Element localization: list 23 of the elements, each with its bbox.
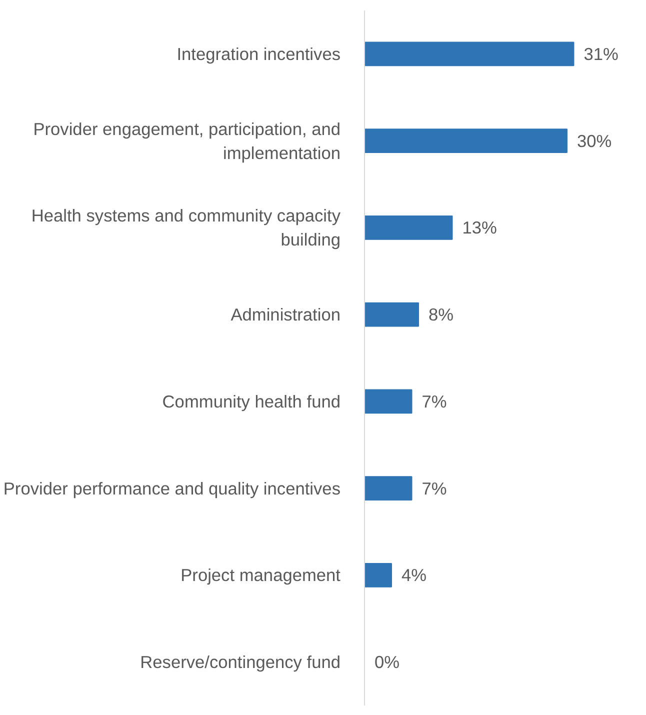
bar bbox=[364, 302, 419, 327]
y-tick-label: Integration incentives bbox=[176, 44, 341, 64]
bar bbox=[364, 215, 453, 240]
y-tick-label: Administration bbox=[230, 304, 341, 325]
bar bbox=[364, 42, 574, 66]
y-tick-label: Community health fund bbox=[162, 391, 341, 412]
data-label: 31% bbox=[584, 44, 618, 64]
bar bbox=[364, 562, 392, 588]
data-label: 4% bbox=[402, 565, 427, 586]
y-tick-label: Provider engagement, participation, and implementation bbox=[33, 118, 341, 163]
bar bbox=[364, 476, 412, 501]
data-label: 0% bbox=[374, 652, 400, 672]
y-tick-label: Reserve/contingency fund bbox=[140, 652, 341, 672]
data-label: 30% bbox=[576, 130, 612, 151]
data-label: 13% bbox=[462, 218, 497, 238]
data-label: 7% bbox=[422, 391, 447, 412]
y-tick-label: Health systems and community capacity building bbox=[31, 206, 341, 250]
data-label: 8% bbox=[428, 304, 454, 325]
bar bbox=[364, 389, 412, 414]
y-tick-label: Provider performance and quality incentives bbox=[3, 478, 341, 498]
y-tick-label: Project management bbox=[180, 565, 341, 586]
data-label: 7% bbox=[422, 478, 447, 498]
bar bbox=[364, 128, 568, 154]
